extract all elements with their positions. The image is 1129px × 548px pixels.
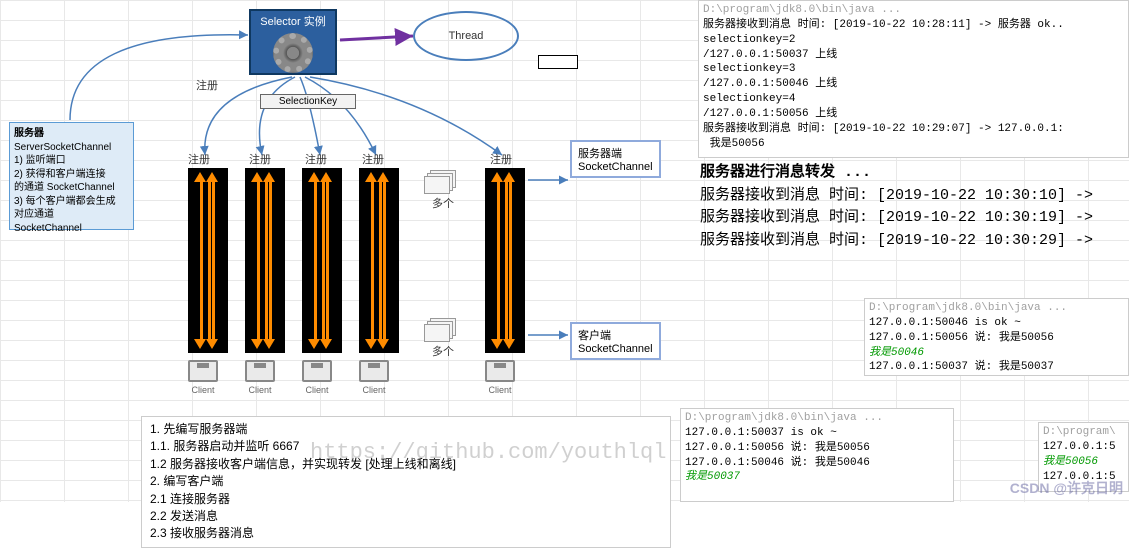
channel-pipe <box>188 168 228 353</box>
step-line: 2.2 发送消息 <box>150 508 662 525</box>
console-cmd: D:\program\jdk8.0\bin\java ... <box>703 4 901 16</box>
console-line: 我是50056 <box>703 138 765 150</box>
console-line: 127.0.0.1:50056 说: 我是50056 <box>685 442 870 454</box>
channel-pipe <box>245 168 285 353</box>
server-l6: 对应通道 <box>14 209 54 220</box>
console-output-3: D:\program\jdk8.0\bin\java ... 127.0.0.1… <box>680 408 954 502</box>
register-label-6: 注册 <box>490 151 512 167</box>
console-line: 127.0.0.1:50046 说: 我是50046 <box>685 457 870 469</box>
client-label: Client <box>357 385 391 395</box>
client-side-sub: SocketChannel <box>578 343 653 355</box>
step-line: 1.1. 服务器启动并监听 6667 <box>150 438 662 455</box>
steps-box: 1. 先编写服务器端 1.1. 服务器启动并监听 6667 1.2 服务器接收客… <box>141 416 671 548</box>
console-cmd: D:\program\jdk8.0\bin\java ... <box>685 412 883 424</box>
multi-stack-icon <box>424 318 456 342</box>
client-computer-icon: Client <box>186 360 220 400</box>
empty-small-box <box>538 55 578 69</box>
console-line: /127.0.0.1:50046 上线 <box>703 78 837 90</box>
console-line: 127.0.0.1:50037 is ok ~ <box>685 427 837 439</box>
console-line: selectionkey=4 <box>703 93 795 105</box>
console-line: 服务器接收到消息 时间: [2019-10-22 10:28:11] -> 服务… <box>703 19 1064 31</box>
client-computer-icon: Client <box>243 360 277 400</box>
client-label: Client <box>243 385 277 395</box>
console-line: 服务器接收到消息 时间: [2019-10-22 10:29:07] -> 12… <box>703 123 1064 135</box>
server-l2: 1) 监听端口 <box>14 155 66 166</box>
register-label-3: 注册 <box>249 151 271 167</box>
thread-label: Thread <box>449 30 484 42</box>
console-line: 127.0.0.1:5 <box>1043 441 1116 453</box>
register-label-4: 注册 <box>305 151 327 167</box>
server-l5: 3) 每个客户端都会生成 <box>14 196 116 207</box>
thread-oval: Thread <box>413 11 519 61</box>
step-line: 1.2 服务器接收客户端信息，并实现转发 [处理上线和离线] <box>150 456 662 473</box>
console-cmd: D:\program\ <box>1043 426 1116 438</box>
step-line: 2.3 接收服务器消息 <box>150 525 662 542</box>
console-big-output: 服务器进行消息转发 ... 服务器接收到消息 时间: [2019-10-22 1… <box>700 162 1102 252</box>
console-line: selectionkey=2 <box>703 34 795 46</box>
server-l4: 的通道 SocketChannel <box>14 182 115 193</box>
client-label: Client <box>483 385 517 395</box>
step-line: 1. 先编写服务器端 <box>150 421 662 438</box>
multiple-label-1: 多个 <box>432 195 454 211</box>
register-label-5: 注册 <box>362 151 384 167</box>
client-side-box: 客户端 SocketChannel <box>570 322 661 360</box>
gear-icon <box>273 33 313 73</box>
multi-stack-icon <box>424 170 456 194</box>
console-line: 127.0.0.1:50037 说: 我是50037 <box>869 361 1054 373</box>
server-side-title: 服务器端 <box>578 145 653 161</box>
server-l3: 2) 获得和客户端连接 <box>14 169 106 180</box>
register-label-2: 注册 <box>188 151 210 167</box>
selection-key-label: SelectionKey <box>260 94 356 109</box>
server-side-box: 服务器端 SocketChannel <box>570 140 661 178</box>
register-label-top: 注册 <box>196 77 218 93</box>
console-line: 127.0.0.1:50046 is ok ~ <box>869 317 1021 329</box>
console-output-1: D:\program\jdk8.0\bin\java ... 服务器接收到消息 … <box>698 0 1129 158</box>
console-line-ok: 我是50056 <box>1043 456 1098 468</box>
csdn-watermark: CSDN @许克日明 <box>1010 478 1123 498</box>
selector-instance-box: Selector 实例 <box>249 9 337 75</box>
console-output-2: D:\program\jdk8.0\bin\java ... 127.0.0.1… <box>864 298 1129 376</box>
step-line: 2.1 连接服务器 <box>150 491 662 508</box>
client-side-title: 客户端 <box>578 327 653 343</box>
client-computer-icon: Client <box>300 360 334 400</box>
channel-pipe <box>359 168 399 353</box>
channel-pipe <box>302 168 342 353</box>
multiple-label-2: 多个 <box>432 343 454 359</box>
client-computer-icon: Client <box>357 360 391 400</box>
client-label: Client <box>300 385 334 395</box>
server-l1: ServerSocketChannel <box>14 142 111 153</box>
console-line: /127.0.0.1:50056 上线 <box>703 108 837 120</box>
client-label: Client <box>186 385 220 395</box>
console-line: selectionkey=3 <box>703 63 795 75</box>
console-cmd: D:\program\jdk8.0\bin\java ... <box>869 302 1067 314</box>
server-side-sub: SocketChannel <box>578 161 653 173</box>
selector-title: Selector 实例 <box>251 13 335 29</box>
console-line-ok: 我是50037 <box>685 471 740 483</box>
console-line: 服务器接收到消息 时间: [2019-10-22 10:30:10] -> <box>700 187 1102 204</box>
channel-pipe <box>485 168 525 353</box>
console-line: 127.0.0.1:50056 说: 我是50056 <box>869 332 1054 344</box>
console-line: /127.0.0.1:50037 上线 <box>703 49 837 61</box>
console-line: 服务器接收到消息 时间: [2019-10-22 10:30:29] -> <box>700 232 1102 249</box>
console-line: 服务器接收到消息 时间: [2019-10-22 10:30:19] -> <box>700 209 1102 226</box>
console-header: 服务器进行消息转发 ... <box>700 164 871 181</box>
server-description-box: 服务器 ServerSocketChannel 1) 监听端口 2) 获得和客户… <box>9 122 134 230</box>
console-line-ok: 我是50046 <box>869 347 924 359</box>
client-computer-icon: Client <box>483 360 517 400</box>
server-title: 服务器 <box>14 128 44 139</box>
server-l7: SocketChannel <box>14 223 82 234</box>
step-line: 2. 编写客户端 <box>150 473 662 490</box>
